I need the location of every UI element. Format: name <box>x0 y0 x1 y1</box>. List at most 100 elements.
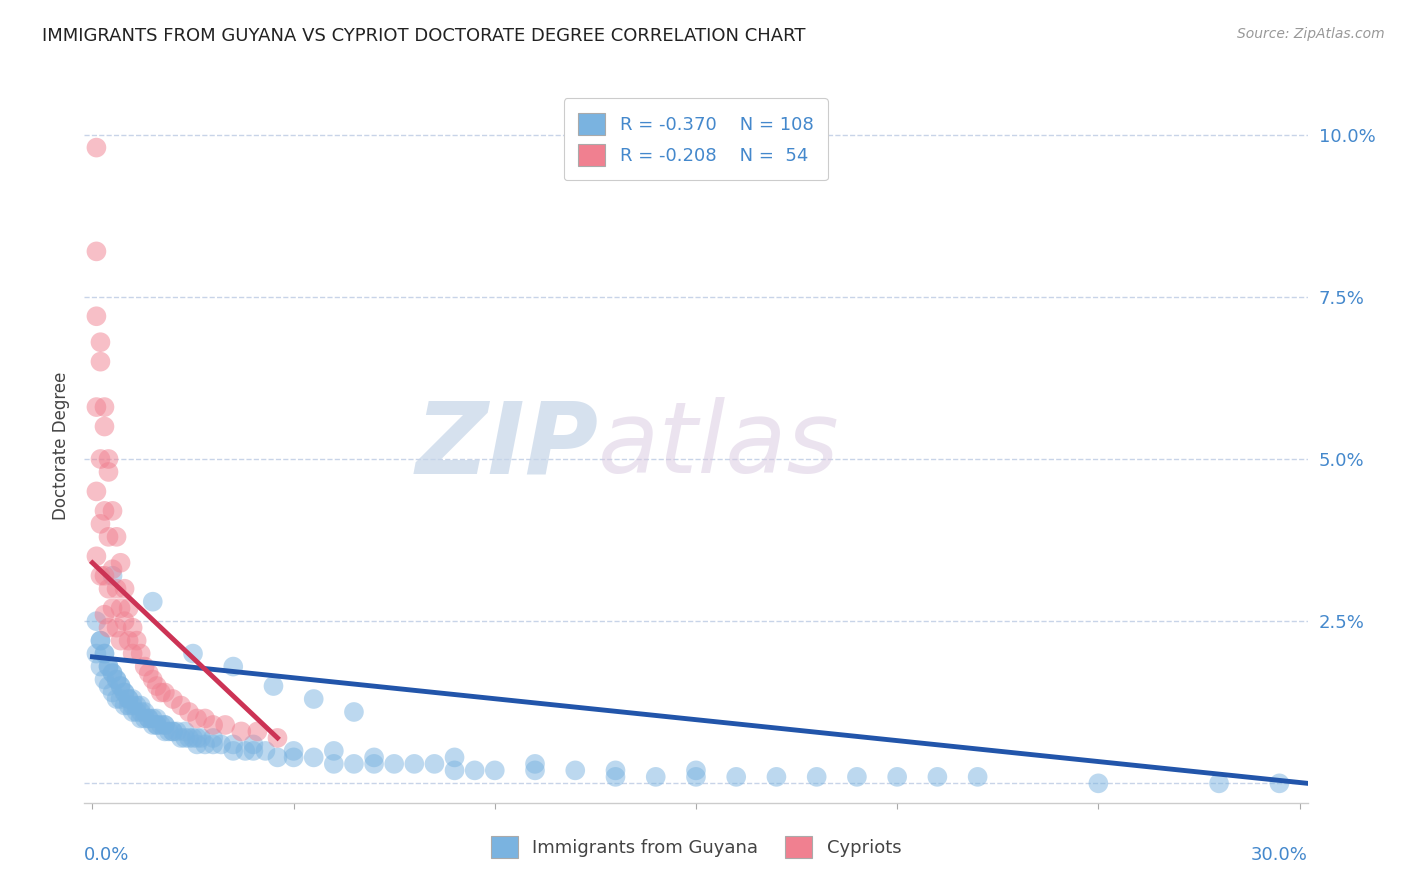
Point <box>302 692 325 706</box>
Point <box>246 724 269 739</box>
Point <box>101 504 124 518</box>
Point <box>138 711 160 725</box>
Point <box>423 756 446 771</box>
Point <box>142 673 165 687</box>
Point <box>927 770 949 784</box>
Point <box>97 465 120 479</box>
Legend: Immigrants from Guyana, Cypriots: Immigrants from Guyana, Cypriots <box>484 829 908 865</box>
Point <box>105 530 128 544</box>
Point <box>93 568 115 582</box>
Point <box>886 770 908 784</box>
Point <box>86 140 108 154</box>
Point <box>121 621 143 635</box>
Point <box>86 549 108 564</box>
Point <box>153 685 176 699</box>
Point <box>121 698 143 713</box>
Point <box>93 607 115 622</box>
Point <box>146 718 169 732</box>
Point <box>110 633 132 648</box>
Point <box>110 692 132 706</box>
Point <box>242 738 264 752</box>
Point <box>443 750 465 764</box>
Point <box>97 659 120 673</box>
Point <box>302 750 325 764</box>
Point <box>89 633 111 648</box>
Point <box>166 724 188 739</box>
Point <box>214 718 236 732</box>
Text: atlas: atlas <box>598 398 839 494</box>
Point <box>186 711 208 725</box>
Point <box>266 750 288 764</box>
Point <box>89 633 111 648</box>
Point <box>685 770 707 784</box>
Point <box>142 595 165 609</box>
Point <box>162 692 184 706</box>
Point <box>170 698 193 713</box>
Point <box>162 724 184 739</box>
Point <box>177 731 200 745</box>
Point <box>117 692 139 706</box>
Point <box>524 764 547 778</box>
Point <box>177 705 200 719</box>
Point <box>89 516 111 531</box>
Point <box>129 705 152 719</box>
Point <box>125 698 148 713</box>
Point <box>209 738 232 752</box>
Point <box>129 698 152 713</box>
Point <box>170 731 193 745</box>
Point <box>524 756 547 771</box>
Point <box>121 692 143 706</box>
Point <box>322 744 344 758</box>
Point <box>363 750 385 764</box>
Point <box>605 770 627 784</box>
Point <box>966 770 988 784</box>
Point <box>105 582 128 596</box>
Point <box>404 756 426 771</box>
Point <box>97 582 120 596</box>
Point <box>89 659 111 673</box>
Point <box>129 647 152 661</box>
Point <box>134 711 156 725</box>
Point <box>117 601 139 615</box>
Point <box>138 666 160 681</box>
Point <box>202 731 225 745</box>
Point <box>181 731 204 745</box>
Point <box>89 568 111 582</box>
Point <box>162 724 184 739</box>
Point <box>233 744 256 758</box>
Point <box>343 705 366 719</box>
Point <box>181 647 204 661</box>
Point <box>194 738 217 752</box>
Point <box>806 770 828 784</box>
Point <box>125 705 148 719</box>
Point <box>149 718 172 732</box>
Point <box>725 770 748 784</box>
Point <box>93 673 115 687</box>
Text: 0.0%: 0.0% <box>84 846 129 863</box>
Point <box>97 621 120 635</box>
Point <box>134 659 156 673</box>
Point <box>1268 776 1291 790</box>
Point <box>263 679 285 693</box>
Point <box>97 530 120 544</box>
Point <box>174 724 197 739</box>
Point <box>765 770 787 784</box>
Point <box>322 756 344 771</box>
Text: Source: ZipAtlas.com: Source: ZipAtlas.com <box>1237 27 1385 41</box>
Point <box>134 705 156 719</box>
Point <box>685 764 707 778</box>
Point <box>343 756 366 771</box>
Point <box>186 738 208 752</box>
Point <box>153 718 176 732</box>
Point <box>222 738 245 752</box>
Point <box>89 452 111 467</box>
Point <box>110 601 132 615</box>
Point <box>153 718 176 732</box>
Point <box>443 764 465 778</box>
Text: IMMIGRANTS FROM GUYANA VS CYPRIOT DOCTORATE DEGREE CORRELATION CHART: IMMIGRANTS FROM GUYANA VS CYPRIOT DOCTOR… <box>42 27 806 45</box>
Point <box>110 556 132 570</box>
Point <box>146 718 169 732</box>
Point <box>266 731 288 745</box>
Point <box>93 647 115 661</box>
Y-axis label: Doctorate Degree: Doctorate Degree <box>52 372 70 520</box>
